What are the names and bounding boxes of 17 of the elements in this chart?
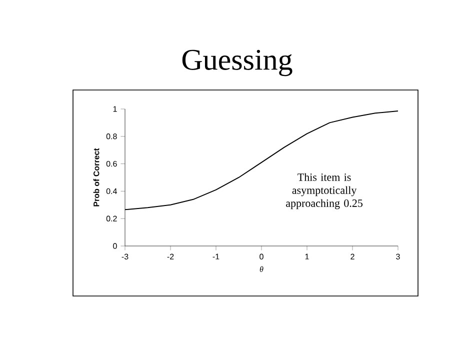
annotation: This item is asymptotically approaching 0.25 [286,173,362,210]
x-tick-label: -2 [167,254,174,260]
y-axis-title: Prob of Correct [93,148,100,206]
x-tick-label: 2 [350,254,354,260]
x-tick-label: 3 [396,254,400,260]
y-tick-label: 0.4 [106,188,117,194]
x-axis-title: θ [260,266,264,272]
x-tick-label: -3 [122,254,128,260]
x-tick-label: -1 [212,254,220,260]
y-tick-label: 0 [113,243,117,249]
y-tick-label: 0.8 [106,134,117,140]
x-tick-label: 0 [260,254,264,260]
y-tick-label: 0.2 [106,216,117,222]
chart-title: Guessing [182,50,292,76]
y-tick-label: 0.6 [106,160,117,167]
y-tick-label: 1 [113,106,117,112]
x-tick-label: 1 [305,254,309,260]
